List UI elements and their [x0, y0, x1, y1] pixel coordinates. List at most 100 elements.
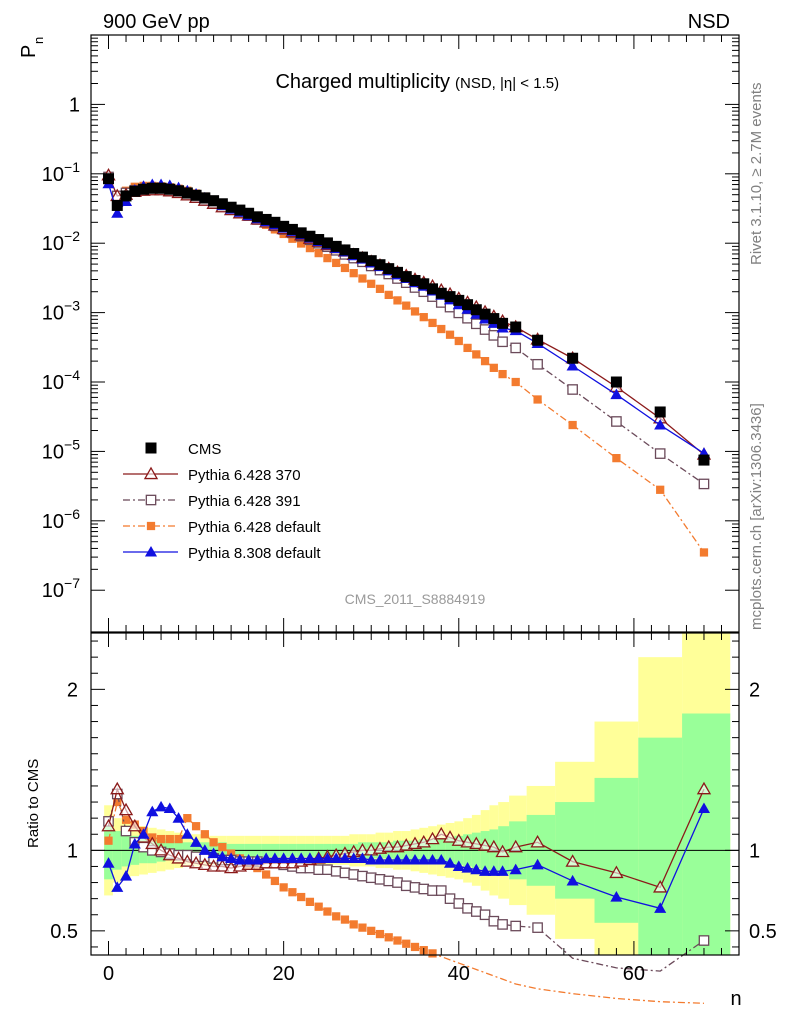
ratio-data-point: [295, 852, 308, 863]
ratio-data-point: [102, 857, 115, 868]
ratio-data-point: [183, 814, 192, 823]
legend-entry-label: CMS: [188, 441, 221, 458]
main-data-point: [489, 363, 498, 372]
ratio-y-tick-label-right: 0.5: [749, 921, 777, 943]
main-data-point: [216, 198, 228, 210]
ratio-data-point: [509, 863, 522, 875]
main-chart-title: Charged multiplicity: [275, 71, 450, 93]
ratio-data-point: [216, 850, 229, 862]
main-data-point: [699, 548, 709, 557]
main-data-point: [472, 350, 481, 359]
ratio-data-point: [382, 853, 395, 865]
ratio-data-point: [279, 883, 288, 892]
legend: CMS Pythia 6.428 370 Pythia 6.428 391 Pythi…: [123, 441, 321, 562]
main-data-point: [384, 290, 393, 300]
main-data-point: [103, 173, 115, 185]
main-data-point: [427, 283, 439, 295]
ratio-data-point: [349, 920, 358, 929]
ratio-data-point: [443, 857, 457, 868]
main-data-point: [313, 234, 325, 246]
main-data-point: [437, 324, 446, 334]
ratio-data-point: [171, 851, 186, 864]
ratio-panel: 0.5 0.51 12 20 20 40 60 Ratio to CMS n: [25, 632, 777, 1010]
ratio-data-point: [233, 853, 246, 865]
ratio-data-point: [156, 834, 166, 844]
main-data-point: [654, 406, 666, 418]
ratio-data-point: [314, 902, 323, 911]
main-data-point: [339, 244, 351, 256]
main-data-point: [488, 313, 500, 325]
main-data-point: [400, 271, 412, 283]
ratio-data-point: [251, 853, 264, 865]
main-data-point: [533, 395, 542, 404]
main-data-point: [234, 204, 246, 216]
ratio-data-point: [530, 834, 545, 848]
main-data-point: [146, 182, 158, 194]
main-series-0: [103, 173, 710, 466]
main-chart-subtitle: (NSD, |η| < 1.5): [455, 75, 559, 92]
ratio-data-point: [242, 853, 255, 865]
main-data-point: [243, 207, 255, 219]
x-axis-label: n: [730, 988, 741, 1010]
main-data-point: [654, 448, 666, 459]
ratio-data-point: [277, 852, 290, 863]
legend-marker: [143, 466, 159, 480]
main-data-point: [164, 183, 176, 195]
ratio-data-point: [444, 893, 456, 904]
main-data-point: [251, 211, 263, 223]
rivet-version-label: Rivet 3.1.10, ≥ 2.7M events: [748, 83, 765, 266]
ratio-data-point: [392, 877, 403, 888]
ratio-data-point: [174, 834, 183, 844]
ratio-y-axis-label: Ratio to CMS: [25, 759, 42, 848]
ratio-data-point: [110, 781, 125, 795]
ratio-y-tick-label-right: 2: [749, 679, 760, 701]
main-data-point: [488, 330, 500, 341]
ratio-data-point: [531, 858, 544, 870]
ratio-data-point: [365, 853, 378, 865]
ratio-data-point: [374, 874, 386, 885]
ratio-data-point: [128, 837, 141, 849]
ratio-data-point: [260, 852, 273, 863]
main-data-point: [111, 199, 123, 211]
ratio-data-point: [357, 870, 368, 882]
main-y-axis-title: P n: [18, 37, 46, 58]
ratio-data-point: [470, 863, 483, 875]
ratio-data-point: [288, 888, 297, 897]
ratio-data-point: [200, 830, 209, 839]
ratio-data-point: [268, 852, 281, 863]
legend-marker: [145, 494, 157, 506]
ratio-data-point: [347, 852, 360, 863]
main-y-tick-label: 10−1: [42, 159, 80, 186]
main-data-point: [402, 301, 411, 310]
main-data-point: [295, 227, 307, 239]
main-data-point: [612, 454, 621, 463]
ratio-series-line: [107, 806, 705, 910]
ratio-data-point: [417, 853, 430, 865]
main-watermark: CMS_2011_S8884919: [345, 591, 486, 607]
ratio-data-point: [653, 880, 668, 893]
ratio-data-point: [427, 885, 438, 896]
legend-entry-label: Pythia 6.428 default: [188, 519, 321, 536]
ratio-data-point: [654, 902, 667, 913]
main-data-point: [453, 294, 465, 306]
main-data-point: [497, 336, 508, 348]
ratio-data-point: [461, 862, 474, 873]
ratio-data-point: [496, 865, 509, 876]
main-data-point: [304, 230, 316, 242]
ratio-data-point: [312, 852, 325, 863]
main-data-point: [462, 299, 474, 311]
ratio-data-point: [323, 907, 332, 916]
ratio-data-point: [367, 926, 376, 935]
main-data-point: [532, 358, 543, 370]
ratio-data-point: [508, 839, 523, 853]
ratio-data-point: [113, 797, 122, 807]
ratio-data-point: [402, 939, 411, 948]
main-data-point: [470, 304, 482, 316]
main-data-point: [511, 377, 520, 387]
ratio-data-point: [118, 802, 134, 816]
ratio-data-point: [381, 839, 396, 853]
ratio-data-point: [172, 812, 185, 823]
ratio-data-point: [510, 920, 522, 932]
legend-entry-label: Pythia 8.308 default: [188, 545, 321, 562]
